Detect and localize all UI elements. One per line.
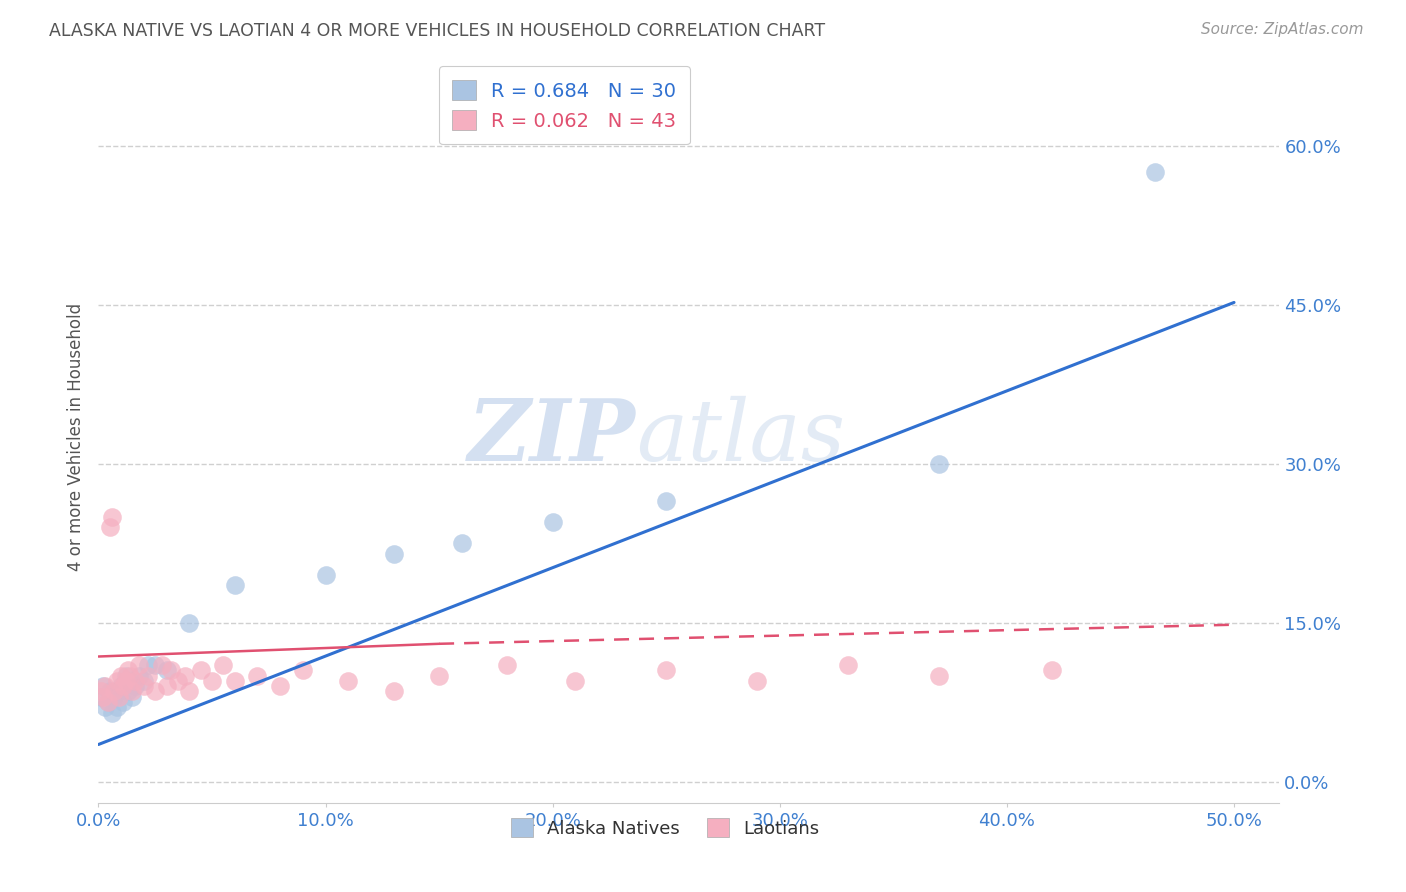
Point: [112, 679, 135, 693]
Point: [112, 695, 135, 709]
Point: [120, 668, 142, 682]
Point: [143, 684, 166, 698]
Point: [496, 658, 519, 673]
Point: [201, 673, 224, 688]
Point: [138, 658, 160, 673]
Point: [155, 663, 177, 677]
Point: [382, 684, 405, 698]
Point: [337, 673, 360, 688]
Point: [179, 615, 201, 630]
Text: atlas: atlas: [636, 396, 845, 478]
Point: [269, 679, 291, 693]
Point: [91, 679, 114, 693]
Point: [132, 679, 155, 693]
Point: [103, 684, 125, 698]
Point: [110, 679, 132, 693]
Point: [564, 673, 586, 688]
Point: [1143, 165, 1166, 179]
Point: [928, 668, 950, 682]
Point: [427, 668, 450, 682]
Point: [167, 673, 190, 688]
Point: [110, 668, 132, 682]
Point: [117, 684, 139, 698]
Point: [128, 668, 150, 682]
Point: [745, 673, 768, 688]
Point: [655, 493, 678, 508]
Point: [128, 658, 150, 673]
Point: [190, 663, 212, 677]
Point: [117, 663, 139, 677]
Point: [90, 690, 112, 704]
Point: [124, 673, 146, 688]
Point: [105, 700, 128, 714]
Point: [124, 679, 146, 693]
Point: [143, 658, 166, 673]
Point: [150, 658, 173, 673]
Point: [246, 668, 269, 682]
Point: [160, 663, 183, 677]
Point: [155, 679, 177, 693]
Point: [120, 673, 142, 688]
Point: [96, 695, 118, 709]
Point: [108, 690, 131, 704]
Point: [132, 673, 155, 688]
Y-axis label: 4 or more Vehicles in Household: 4 or more Vehicles in Household: [66, 303, 84, 571]
Point: [173, 668, 195, 682]
Point: [94, 700, 117, 714]
Text: ZIP: ZIP: [468, 395, 636, 479]
Point: [114, 673, 136, 688]
Point: [212, 658, 235, 673]
Point: [1040, 663, 1063, 677]
Point: [121, 690, 143, 704]
Point: [837, 658, 859, 673]
Point: [315, 567, 337, 582]
Point: [103, 690, 125, 704]
Point: [224, 578, 246, 592]
Point: [98, 684, 121, 698]
Point: [291, 663, 314, 677]
Point: [101, 706, 124, 720]
Point: [928, 457, 950, 471]
Point: [91, 690, 114, 704]
Point: [114, 668, 136, 682]
Text: Source: ZipAtlas.com: Source: ZipAtlas.com: [1201, 22, 1364, 37]
Point: [655, 663, 678, 677]
Point: [96, 695, 118, 709]
Point: [98, 520, 121, 534]
Point: [179, 684, 201, 698]
Point: [94, 679, 117, 693]
Point: [382, 547, 405, 561]
Point: [138, 668, 160, 682]
Point: [101, 509, 124, 524]
Point: [90, 684, 112, 698]
Legend: Alaska Natives, Laotians: Alaska Natives, Laotians: [503, 811, 827, 845]
Point: [224, 673, 246, 688]
Point: [108, 684, 131, 698]
Point: [541, 515, 564, 529]
Text: ALASKA NATIVE VS LAOTIAN 4 OR MORE VEHICLES IN HOUSEHOLD CORRELATION CHART: ALASKA NATIVE VS LAOTIAN 4 OR MORE VEHIC…: [49, 22, 825, 40]
Point: [450, 536, 472, 550]
Point: [105, 673, 128, 688]
Point: [121, 684, 143, 698]
